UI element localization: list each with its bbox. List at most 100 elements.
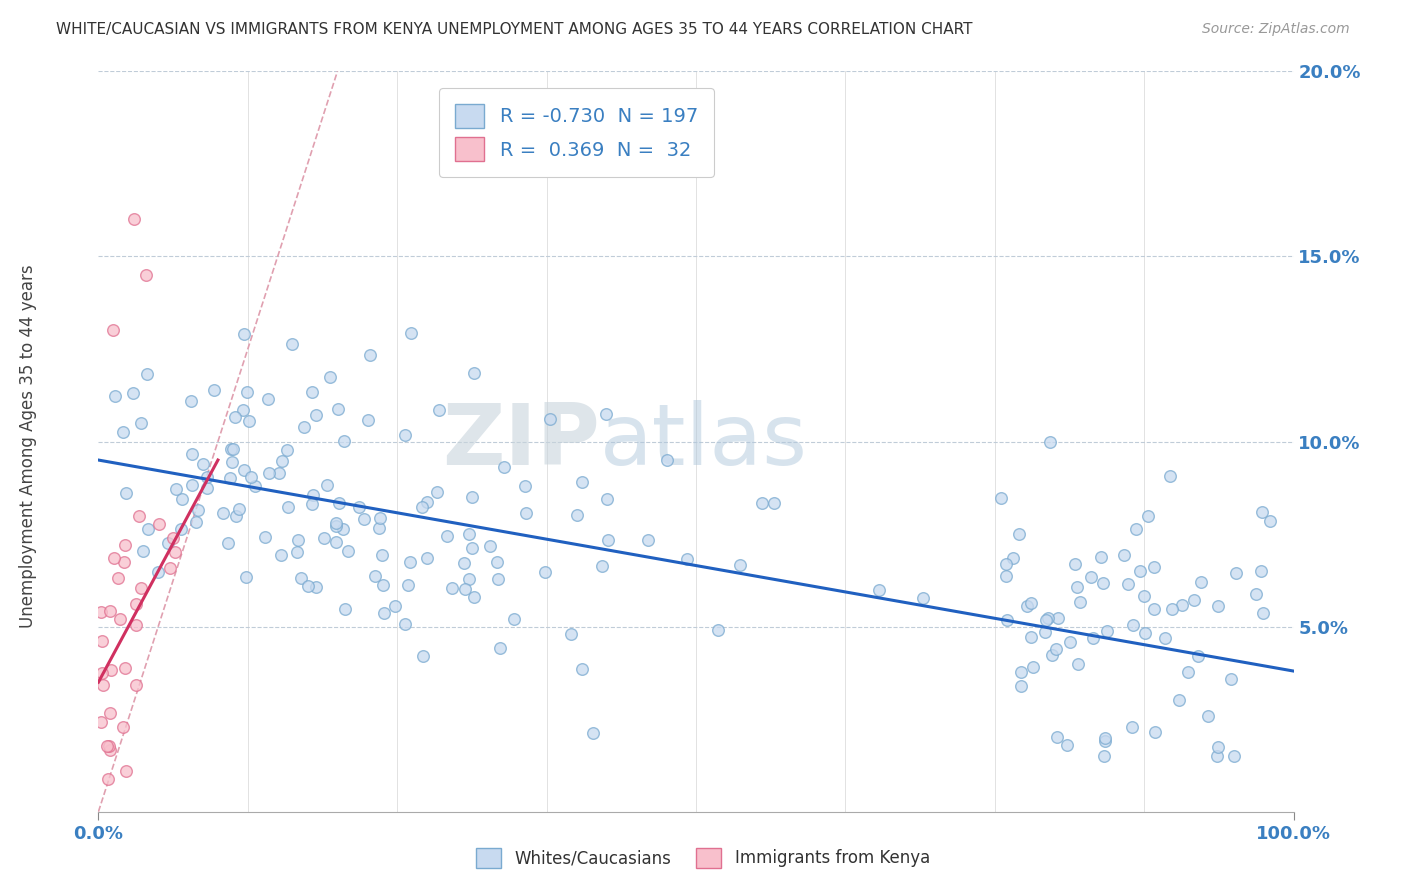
Point (460, 541, 482, 555)
Text: WHITE/CAUCASIAN VS IMMIGRANTS FROM KENYA UNEMPLOYMENT AMONG AGES 35 TO 44 YEARS : WHITE/CAUCASIAN VS IMMIGRANTS FROM KENYA… (56, 22, 973, 37)
Point (318, 370, 340, 384)
Point (595, 407, 617, 421)
Point (129, 416, 152, 430)
Point (492, 460, 515, 475)
Point (401, 326, 423, 340)
Point (598, 533, 620, 548)
Point (100, 663, 122, 677)
Point (1094, 734, 1116, 748)
Point (538, 412, 561, 426)
Point (1250, 564, 1272, 578)
Point (1125, 522, 1147, 536)
Point (1035, 613, 1057, 627)
Point (125, 618, 148, 632)
Point (359, 348, 381, 362)
Point (1128, 565, 1150, 579)
Point (1244, 587, 1267, 601)
Point (236, 385, 259, 400)
Point (1015, 599, 1038, 614)
Point (305, 408, 328, 422)
Point (367, 521, 389, 535)
Point (1121, 720, 1143, 734)
Point (1187, 648, 1209, 663)
Point (458, 572, 481, 586)
Point (571, 662, 593, 676)
Point (1033, 624, 1056, 639)
Point (461, 491, 484, 505)
Point (325, 516, 347, 530)
Point (146, 566, 169, 580)
Point (181, 447, 204, 461)
Point (148, 517, 170, 532)
Point (1080, 570, 1102, 584)
Point (728, 558, 751, 573)
Point (270, 454, 292, 468)
Point (1067, 657, 1090, 671)
Point (1019, 597, 1042, 611)
Point (399, 555, 422, 569)
Point (202, 383, 225, 397)
Point (1251, 505, 1274, 519)
Point (637, 533, 659, 547)
Point (1154, 631, 1177, 645)
Point (1036, 611, 1059, 625)
Point (655, 453, 678, 467)
Point (1177, 665, 1199, 680)
Point (1222, 749, 1244, 764)
Point (1251, 606, 1274, 620)
Point (1046, 611, 1069, 625)
Point (396, 578, 419, 592)
Point (219, 442, 242, 457)
Point (304, 580, 326, 594)
Point (1219, 672, 1241, 686)
Point (1010, 679, 1032, 693)
Point (1143, 602, 1166, 616)
Point (373, 606, 395, 620)
Point (1182, 593, 1205, 607)
Point (301, 497, 323, 511)
Text: Source: ZipAtlas.com: Source: ZipAtlas.com (1202, 22, 1350, 37)
Point (325, 534, 347, 549)
Point (219, 471, 242, 485)
Point (1206, 739, 1229, 754)
Point (90, 634, 112, 648)
Point (411, 500, 433, 515)
Point (1208, 599, 1230, 613)
Point (394, 428, 416, 442)
Point (427, 402, 450, 417)
Point (1206, 749, 1229, 764)
Point (370, 511, 392, 525)
Point (560, 627, 582, 641)
Point (912, 591, 935, 605)
Text: ZIP: ZIP (443, 400, 600, 483)
Point (197, 481, 219, 495)
Point (582, 726, 605, 740)
Point (332, 523, 354, 537)
Point (124, 678, 146, 692)
Point (463, 366, 485, 380)
Point (454, 582, 477, 596)
Point (233, 463, 256, 477)
Point (571, 475, 593, 490)
Point (1112, 549, 1135, 563)
Point (103, 551, 125, 566)
Legend: Whites/Caucasians, Immigrants from Kenya: Whites/Caucasians, Immigrants from Kenya (470, 841, 936, 875)
Point (1001, 551, 1024, 566)
Point (267, 466, 290, 480)
Point (1097, 624, 1119, 638)
Point (157, 536, 180, 550)
Point (1081, 631, 1104, 645)
Point (994, 569, 1017, 583)
Point (238, 414, 260, 428)
Point (1092, 575, 1115, 590)
Point (96, 739, 118, 753)
Point (868, 582, 890, 597)
Point (122, 385, 145, 400)
Point (347, 500, 370, 515)
Point (596, 491, 619, 506)
Point (270, 549, 292, 563)
Point (114, 486, 136, 500)
Point (1046, 731, 1069, 745)
Point (1056, 738, 1078, 752)
Point (515, 506, 537, 520)
